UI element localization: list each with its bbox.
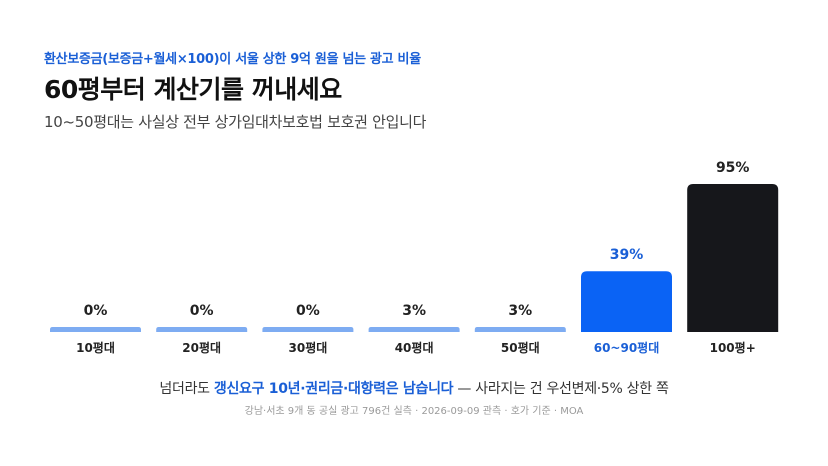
category-label-2: 30평대 bbox=[289, 341, 328, 355]
category-label-6: 100평+ bbox=[710, 341, 756, 355]
value-label-2: 0% bbox=[296, 303, 320, 319]
bar-3 bbox=[368, 327, 460, 332]
bar-0 bbox=[50, 327, 141, 332]
value-label-3: 3% bbox=[402, 303, 426, 319]
category-label-0: 10평대 bbox=[76, 341, 115, 355]
value-label-6: 95% bbox=[716, 160, 750, 176]
source-line: 강남·서초 9개 동 공실 광고 796건 실측 · 2026-09-09 관측… bbox=[244, 406, 584, 417]
bar-1 bbox=[156, 327, 248, 332]
footnote-prefix: 넘더라도 bbox=[159, 381, 214, 397]
bar-6 bbox=[687, 184, 779, 332]
bar-5 bbox=[581, 271, 672, 332]
category-label-4: 50평대 bbox=[501, 341, 540, 355]
chart-subtitle: 10~50평대는 사실상 전부 상가임대차보호법 보호권 안입니다 bbox=[44, 113, 427, 131]
footnote-highlight: 갱신요구 10년·권리금·대항력은 남습니다 bbox=[213, 381, 454, 397]
footnote-suffix: — 사라지는 건 우선변제·5% 상한 쪽 bbox=[453, 381, 669, 397]
chart-kicker: 환산보증금(보증금+월세×100)이 서울 상한 9억 원을 넘는 광고 비율 bbox=[44, 52, 421, 67]
value-label-5: 39% bbox=[610, 247, 644, 263]
value-label-1: 0% bbox=[190, 303, 214, 319]
value-label-4: 3% bbox=[508, 303, 532, 319]
chart-title: 60평부터 계산기를 꺼내세요 bbox=[44, 75, 342, 104]
value-label-0: 0% bbox=[84, 303, 108, 319]
category-label-5: 60~90평대 bbox=[594, 341, 660, 355]
bar-2 bbox=[262, 327, 354, 332]
footnote: 넘더라도 갱신요구 10년·권리금·대항력은 남습니다 — 사라지는 건 우선변… bbox=[0, 378, 828, 398]
category-label-1: 20평대 bbox=[182, 341, 221, 355]
bar-4 bbox=[474, 327, 566, 332]
category-label-3: 40평대 bbox=[395, 341, 434, 355]
